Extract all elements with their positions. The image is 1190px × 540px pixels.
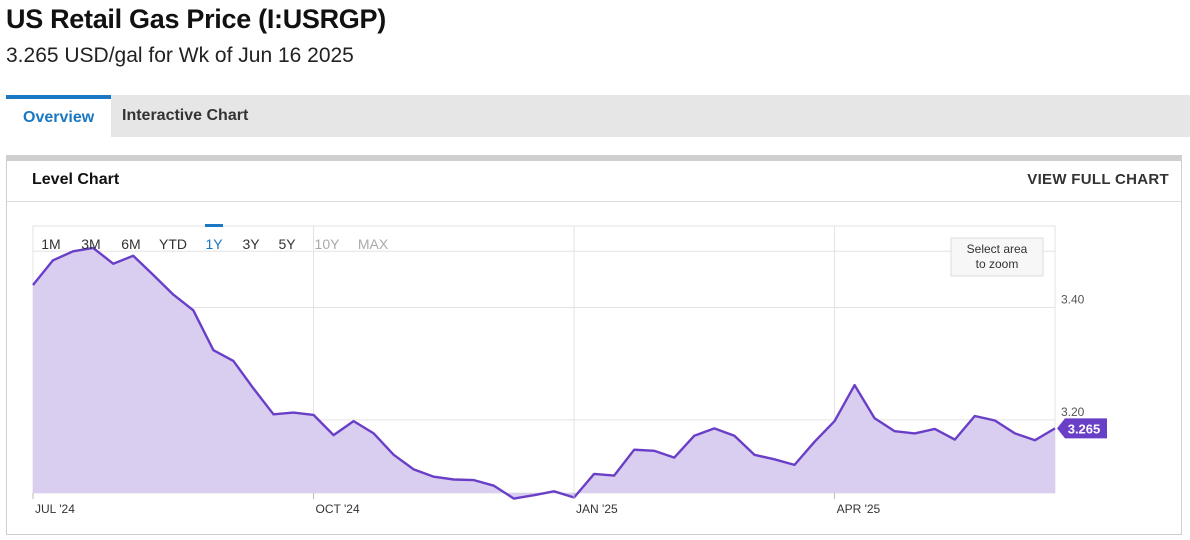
tab-interactive-chart[interactable]: Interactive Chart <box>122 107 249 124</box>
level-chart-panel: Level Chart VIEW FULL CHART <box>6 155 1182 535</box>
panel-title: Level Chart <box>32 171 120 188</box>
tab-overview[interactable]: Overview <box>6 95 112 137</box>
page-subtitle: 3.265 USD/gal for Wk of Jun 16 2025 <box>6 44 354 67</box>
page-title: US Retail Gas Price (I:USRGP) <box>6 4 386 34</box>
tab-bar: Overview Interactive Chart <box>6 95 1190 137</box>
panel-header: Level Chart VIEW FULL CHART <box>7 161 1181 202</box>
view-full-chart-link[interactable]: VIEW FULL CHART <box>1027 171 1169 188</box>
